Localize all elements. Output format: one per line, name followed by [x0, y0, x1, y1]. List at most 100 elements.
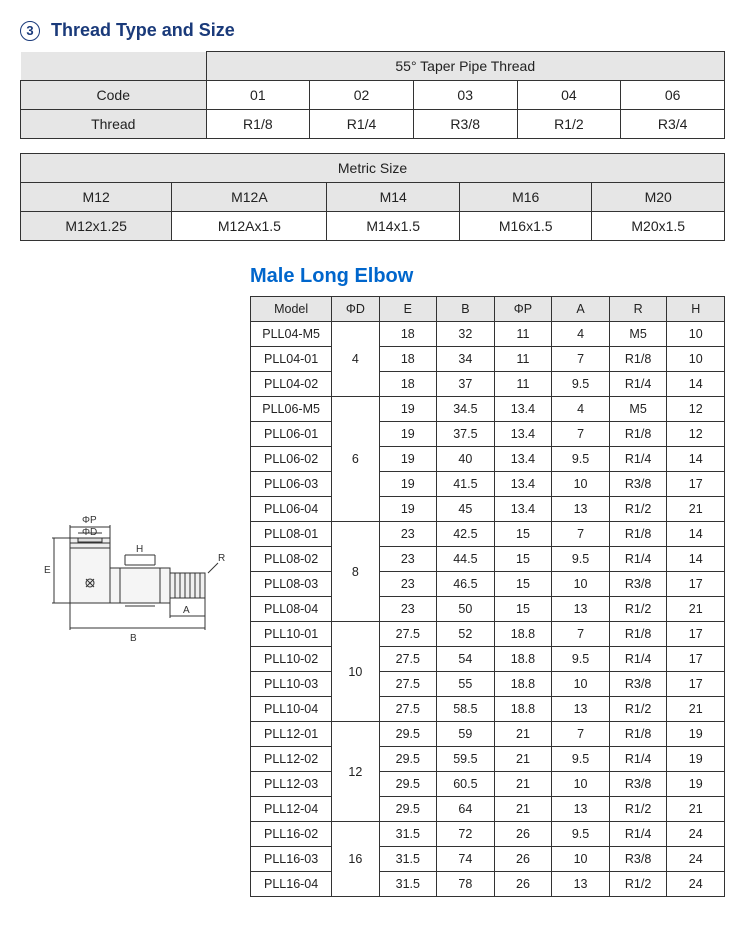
cell-p: 18.8 [494, 622, 552, 647]
cell-h: 19 [667, 722, 725, 747]
cell-p: 15 [494, 572, 552, 597]
cell-d: 6 [332, 397, 379, 522]
table-row: PLL16-0331.5742610R3/824 [251, 847, 725, 872]
cell-p: 13.4 [494, 422, 552, 447]
cell-model: PLL08-02 [251, 547, 332, 572]
cell-p: 13.4 [494, 447, 552, 472]
taper-thread-2: R3/8 [413, 110, 517, 139]
table-row: PLL08-022344.5159.5R1/414 [251, 547, 725, 572]
cell-a: 9.5 [552, 747, 610, 772]
metric-r2-3: M16x1.5 [459, 212, 592, 241]
cell-p: 26 [494, 847, 552, 872]
cell-a: 9.5 [552, 822, 610, 847]
cell-b: 40 [437, 447, 495, 472]
cell-h: 17 [667, 672, 725, 697]
table-row: PLL06-031941.513.410R3/817 [251, 472, 725, 497]
cell-b: 37 [437, 372, 495, 397]
cell-model: PLL12-04 [251, 797, 332, 822]
cell-h: 19 [667, 772, 725, 797]
table-row: PLL08-0423501513R1/221 [251, 597, 725, 622]
cell-b: 42.5 [437, 522, 495, 547]
cell-d: 10 [332, 622, 379, 722]
cell-b: 46.5 [437, 572, 495, 597]
spec-col-6: R [609, 297, 667, 322]
cell-e: 29.5 [379, 747, 437, 772]
cell-e: 19 [379, 447, 437, 472]
cell-b: 41.5 [437, 472, 495, 497]
elbow-diagram-icon: ΦP ΦD E B A H R [40, 513, 230, 653]
cell-e: 23 [379, 547, 437, 572]
cell-h: 17 [667, 647, 725, 672]
cell-r: R1/4 [609, 822, 667, 847]
cell-model: PLL16-03 [251, 847, 332, 872]
taper-row-label-code: Code [21, 81, 207, 110]
cell-d: 4 [332, 322, 379, 397]
table-row: PLL08-0182342.5157R1/814 [251, 522, 725, 547]
cell-a: 4 [552, 397, 610, 422]
spec-col-1: ΦD [332, 297, 379, 322]
cell-r: R1/8 [609, 722, 667, 747]
cell-model: PLL08-03 [251, 572, 332, 597]
cell-b: 55 [437, 672, 495, 697]
taper-code-1: 02 [310, 81, 414, 110]
cell-p: 21 [494, 747, 552, 772]
cell-e: 27.5 [379, 647, 437, 672]
cell-e: 27.5 [379, 672, 437, 697]
cell-a: 13 [552, 597, 610, 622]
cell-b: 34 [437, 347, 495, 372]
table-row: PLL10-0227.55418.89.5R1/417 [251, 647, 725, 672]
cell-a: 13 [552, 697, 610, 722]
cell-a: 7 [552, 422, 610, 447]
cell-model: PLL10-02 [251, 647, 332, 672]
cell-e: 31.5 [379, 847, 437, 872]
taper-table: 55° Taper Pipe Thread Code 01 02 03 04 0… [20, 51, 725, 139]
cell-e: 23 [379, 597, 437, 622]
cell-model: PLL06-04 [251, 497, 332, 522]
spec-col-0: Model [251, 297, 332, 322]
cell-h: 10 [667, 347, 725, 372]
spec-table: ModelΦDEBΦPARH PLL04-M541832114M510PLL04… [250, 296, 725, 897]
product-title: Male Long Elbow [250, 265, 730, 288]
cell-a: 9.5 [552, 547, 610, 572]
cell-a: 13 [552, 797, 610, 822]
metric-r1-2: M14 [327, 183, 460, 212]
cell-r: M5 [609, 397, 667, 422]
cell-model: PLL10-03 [251, 672, 332, 697]
taper-thread-4: R3/4 [621, 110, 725, 139]
cell-r: R1/4 [609, 372, 667, 397]
cell-a: 7 [552, 522, 610, 547]
cell-r: R3/8 [609, 772, 667, 797]
cell-p: 15 [494, 547, 552, 572]
cell-e: 19 [379, 397, 437, 422]
diagram-label-r: R [218, 553, 225, 564]
cell-r: R1/4 [609, 547, 667, 572]
table-row: PLL08-032346.51510R3/817 [251, 572, 725, 597]
table-row: PLL16-0431.5782613R1/224 [251, 872, 725, 897]
metric-r1-4: M20 [592, 183, 725, 212]
cell-b: 64 [437, 797, 495, 822]
cell-d: 16 [332, 822, 379, 897]
diagram-label-e: E [44, 565, 51, 576]
cell-model: PLL16-04 [251, 872, 332, 897]
cell-r: R1/2 [609, 697, 667, 722]
cell-a: 10 [552, 672, 610, 697]
table-row: PLL10-011027.55218.87R1/817 [251, 622, 725, 647]
cell-b: 59 [437, 722, 495, 747]
cell-p: 18.8 [494, 672, 552, 697]
cell-h: 14 [667, 447, 725, 472]
cell-model: PLL06-03 [251, 472, 332, 497]
taper-code-2: 03 [413, 81, 517, 110]
diagram-label-b: B [130, 633, 137, 644]
cell-model: PLL08-04 [251, 597, 332, 622]
cell-r: R1/4 [609, 647, 667, 672]
cell-a: 7 [552, 722, 610, 747]
cell-d: 8 [332, 522, 379, 622]
diagram-label-a: A [183, 605, 190, 616]
cell-r: R1/8 [609, 622, 667, 647]
cell-r: R1/2 [609, 597, 667, 622]
cell-model: PLL04-02 [251, 372, 332, 397]
cell-e: 29.5 [379, 772, 437, 797]
diagram-label-phid: ΦD [82, 527, 97, 538]
cell-h: 21 [667, 497, 725, 522]
cell-a: 9.5 [552, 372, 610, 397]
